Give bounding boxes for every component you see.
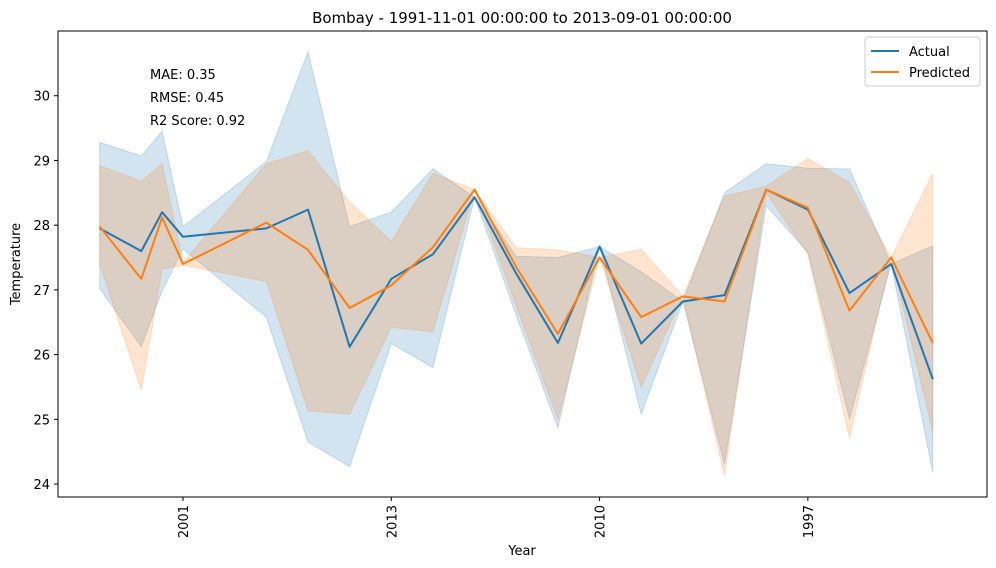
x-tick-label: 1997 bbox=[802, 505, 817, 538]
y-tick-label: 28 bbox=[33, 219, 50, 234]
legend-label-predicted: Predicted bbox=[909, 66, 970, 81]
y-tick-label: 27 bbox=[33, 284, 50, 299]
y-tick-label: 30 bbox=[33, 90, 50, 105]
metric-label: R2 Score: 0.92 bbox=[150, 114, 245, 129]
y-tick-label: 26 bbox=[33, 349, 50, 364]
series-lines bbox=[98, 188, 934, 380]
legend-label-actual: Actual bbox=[909, 45, 950, 60]
plot-frame bbox=[57, 30, 988, 498]
y-axis-title: Temperature bbox=[9, 223, 24, 306]
metric-label: RMSE: 0.45 bbox=[150, 91, 224, 106]
x-axis-title: Year bbox=[507, 544, 536, 559]
metric-label: MAE: 0.35 bbox=[150, 68, 216, 83]
confidence-band-predicted bbox=[99, 150, 934, 476]
chart-title: Bombay - 1991-11-01 00:00:00 to 2013-09-… bbox=[312, 9, 732, 27]
x-tick-label: 2001 bbox=[177, 505, 192, 538]
confidence-bands bbox=[99, 50, 934, 476]
legend-box bbox=[864, 36, 981, 87]
confidence-band-actual bbox=[99, 50, 934, 473]
y-axis: 24 25 26 27 28 29 30 bbox=[33, 90, 58, 493]
legend: Actual Predicted bbox=[864, 36, 981, 87]
y-tick-label: 25 bbox=[33, 413, 50, 428]
x-tick-label: 2010 bbox=[594, 505, 609, 538]
x-tick-label: 2013 bbox=[385, 505, 400, 538]
x-axis: 2001 2013 2010 1997 bbox=[177, 497, 817, 538]
y-tick-label: 24 bbox=[33, 478, 50, 493]
y-tick-label: 29 bbox=[33, 154, 50, 169]
metrics-annotation: MAE: 0.35 RMSE: 0.45 R2 Score: 0.92 bbox=[150, 68, 245, 129]
